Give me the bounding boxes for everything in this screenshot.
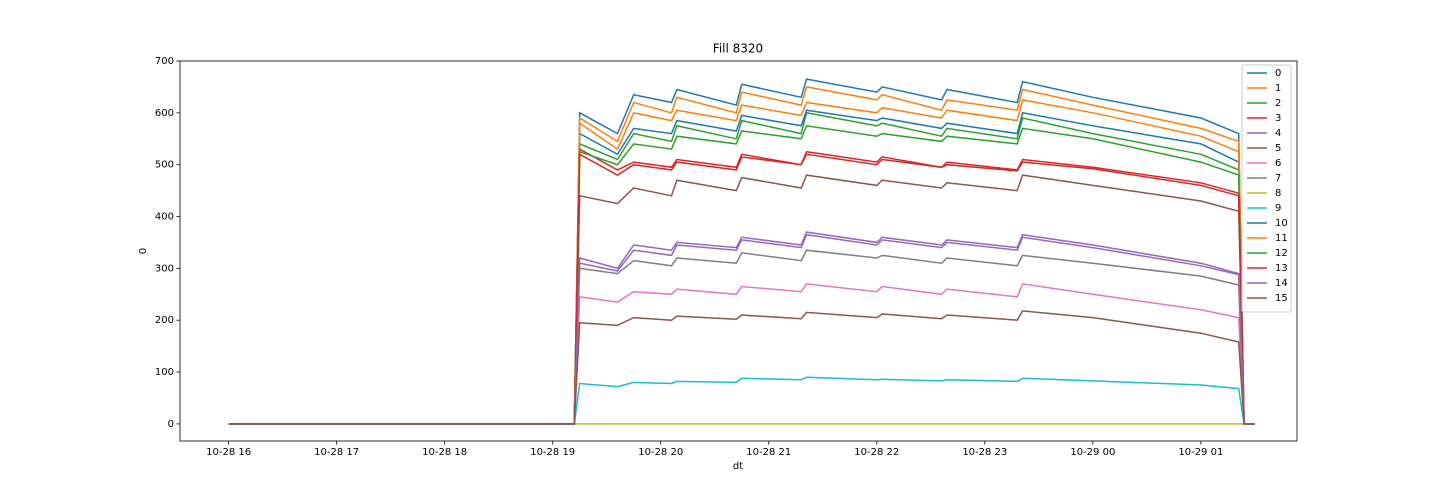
y-axis-label: 0: [138, 248, 149, 254]
series-line: [228, 124, 1255, 425]
legend-box: [1241, 64, 1292, 313]
legend-label: 13: [1275, 263, 1288, 274]
legend-label: 12: [1275, 248, 1288, 259]
series-line: [228, 231, 1255, 425]
series-line: [228, 376, 1255, 425]
series-line: [228, 111, 1255, 425]
chart-title: Fill 8320: [713, 42, 763, 56]
series-line: [228, 99, 1255, 425]
x-tick-label: 10-28 17: [314, 447, 359, 458]
legend-label: 4: [1275, 128, 1281, 139]
y-tick-label: 100: [155, 367, 174, 378]
series-line: [228, 86, 1255, 425]
x-tick-label: 10-28 20: [638, 447, 683, 458]
legend-label: 7: [1275, 173, 1281, 184]
y-tick-label: 500: [155, 160, 174, 171]
legend-label: 0: [1275, 68, 1281, 79]
y-tick-label: 400: [155, 212, 174, 223]
series-line: [228, 249, 1255, 425]
series-line: [228, 174, 1255, 425]
axes-frame: [179, 60, 1298, 442]
series-line: [228, 109, 1255, 425]
legend-label: 9: [1275, 203, 1281, 214]
series-line: [228, 310, 1255, 425]
legend-label: 8: [1275, 188, 1281, 199]
y-tick-label: 700: [155, 56, 174, 67]
legend-label: 2: [1275, 98, 1281, 109]
series-line: [228, 78, 1255, 425]
x-tick-label: 10-28 22: [854, 447, 899, 458]
y-tick-label: 300: [155, 263, 174, 274]
x-tick-label: 10-28 18: [422, 447, 467, 458]
legend-label: 15: [1275, 293, 1288, 304]
y-tick-label: 600: [155, 108, 174, 119]
x-tick-label: 10-28 16: [206, 447, 251, 458]
legend-label: 1: [1275, 83, 1281, 94]
x-tick-label: 10-29 01: [1178, 447, 1223, 458]
legend-label: 10: [1275, 218, 1288, 229]
legend-label: 14: [1275, 278, 1288, 289]
legend-label: 11: [1275, 233, 1288, 244]
legend-label: 6: [1275, 158, 1281, 169]
x-tick-label: 10-29 00: [1070, 447, 1115, 458]
x-axis-label: dt: [733, 461, 743, 472]
x-tick-label: 10-28 23: [962, 447, 1007, 458]
x-tick-label: 10-28 19: [530, 447, 575, 458]
series-line: [228, 147, 1255, 425]
legend-label: 3: [1275, 113, 1281, 124]
y-tick-label: 0: [168, 419, 174, 430]
legend-label: 5: [1275, 143, 1281, 154]
y-tick-label: 200: [155, 315, 174, 326]
series-line: [228, 283, 1255, 425]
x-tick-label: 10-28 21: [746, 447, 791, 458]
series-line: [228, 153, 1255, 425]
series-line: [228, 233, 1255, 425]
